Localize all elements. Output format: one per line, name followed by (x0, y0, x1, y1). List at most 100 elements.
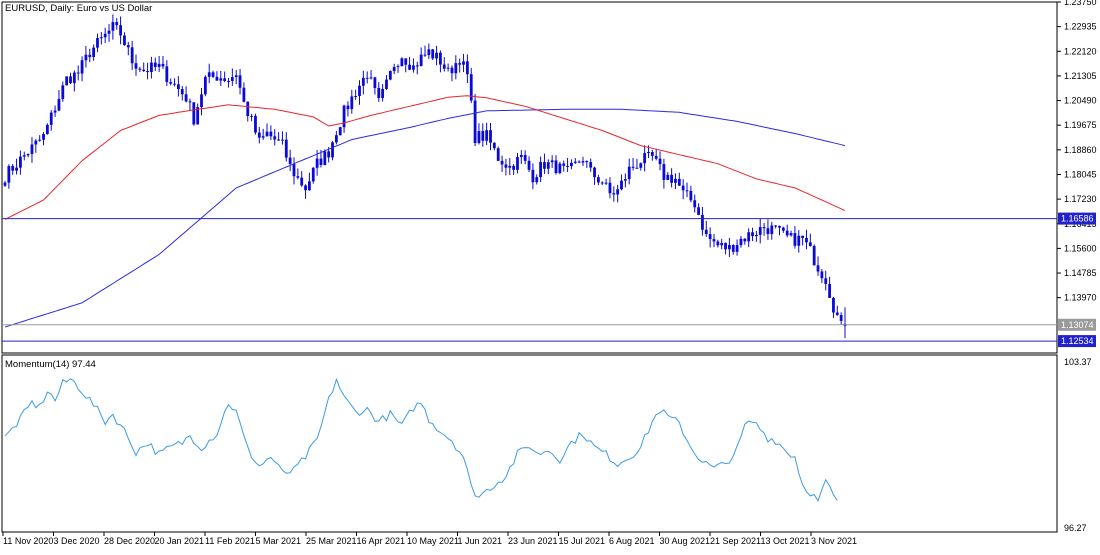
candle-body (80, 60, 84, 74)
candle-body (442, 64, 446, 69)
candle-body (334, 135, 338, 143)
candle-body (261, 136, 265, 138)
candle-body (743, 238, 747, 242)
candle-body (346, 105, 350, 110)
candle-body (412, 65, 415, 70)
price-tick-label: 1.21305 (1064, 71, 1097, 81)
candle-body (99, 37, 103, 39)
candle-body (373, 77, 377, 88)
candle-body (296, 176, 300, 178)
candle-body (465, 61, 469, 75)
candle-body (388, 71, 392, 80)
candle-body (789, 233, 793, 236)
candle-body (627, 166, 631, 180)
candle-body (589, 162, 593, 168)
candle-body (596, 177, 600, 183)
candle-body (184, 94, 188, 102)
candle-body (620, 180, 623, 190)
candle-body (812, 246, 816, 266)
candle-body (69, 76, 72, 84)
candle-body (639, 163, 643, 168)
candle-body (797, 235, 801, 246)
moving-average-fast-line (4, 95, 846, 220)
candle-body (88, 54, 92, 58)
time-tick-label: 11 Feb 2021 (205, 536, 255, 546)
candle-body (527, 160, 531, 170)
candle-body (608, 182, 612, 194)
candle-body (546, 162, 550, 169)
candle-body (531, 169, 535, 183)
candle-body (72, 72, 76, 84)
candle-body (581, 161, 585, 163)
candle-body (816, 265, 820, 272)
candle-body (292, 163, 296, 177)
candle-body (311, 167, 315, 182)
candle-body (481, 131, 485, 141)
candle-body (308, 181, 311, 191)
candle-body (677, 178, 681, 186)
candle-body (612, 193, 616, 195)
price-label-text-support: 1.16586 (1061, 214, 1094, 224)
candle-body (554, 160, 558, 174)
price-tick-label: 1.22120 (1064, 46, 1097, 56)
candle-body (227, 80, 230, 82)
candle-body (543, 162, 546, 169)
candle-body (658, 158, 662, 165)
candle-body (824, 278, 828, 284)
time-tick-label: 11 Nov 2020 (3, 536, 53, 546)
candle-body (570, 162, 573, 167)
candle-body (327, 151, 331, 158)
candle-body (319, 158, 323, 166)
candle-body (731, 244, 735, 252)
candle-body (331, 142, 334, 158)
candle-body (650, 151, 654, 156)
time-tick-label: 30 Aug 2021 (660, 536, 711, 546)
time-tick-label: 5 Mar 2021 (256, 536, 302, 546)
candle-body (704, 229, 708, 235)
candle-body (269, 131, 273, 137)
momentum-pane[interactable]: 103.37 96.27 (1, 354, 1092, 533)
candle-body (751, 232, 754, 237)
candle-body (458, 63, 462, 65)
candle-body (92, 47, 96, 58)
time-tick-label: 28 Dec 2020 (104, 536, 155, 546)
candle-body (600, 182, 604, 184)
candle-body (304, 185, 307, 191)
time-axis: 11 Nov 2020 3 Dec 2020 28 Dec 2020 20 Jan 2… (2, 532, 857, 546)
candle-body (130, 47, 134, 64)
price-label-text-current: 1.13074 (1061, 320, 1094, 330)
candle-body (22, 155, 26, 157)
candle-body (30, 144, 34, 154)
candle-body (758, 227, 762, 235)
candle-body (647, 151, 650, 154)
time-tick-label: 25 Mar 2021 (306, 536, 357, 546)
candle-body (500, 160, 504, 165)
candle-body (504, 164, 508, 168)
candle-body (38, 139, 42, 141)
candle-body (462, 61, 465, 65)
candle-body (238, 75, 242, 88)
candle-body (350, 96, 354, 110)
candle-body (496, 148, 500, 161)
candle-body (701, 214, 704, 230)
candle-body (265, 131, 269, 137)
candle-body (273, 136, 277, 140)
momentum-tick-label: 103.37 (1064, 357, 1092, 367)
candle-body (693, 200, 697, 208)
candle-body (192, 102, 196, 125)
candle-body (735, 245, 739, 252)
candle-body (404, 58, 408, 65)
candle-body (315, 158, 319, 168)
candle-body (835, 312, 839, 315)
candle-body (385, 79, 388, 89)
time-tick-label: 10 May 2021 (407, 536, 459, 546)
price-pane[interactable]: 1.23750 1.22935 1.22120 1.21305 1.20490 1.196… (1, 0, 1097, 354)
candle-body (716, 241, 720, 246)
candle-body (489, 130, 492, 143)
time-tick-label: 16 Apr 2021 (357, 536, 406, 546)
candle-body (415, 65, 419, 67)
candle-body (778, 225, 781, 228)
candle-body (439, 52, 442, 65)
